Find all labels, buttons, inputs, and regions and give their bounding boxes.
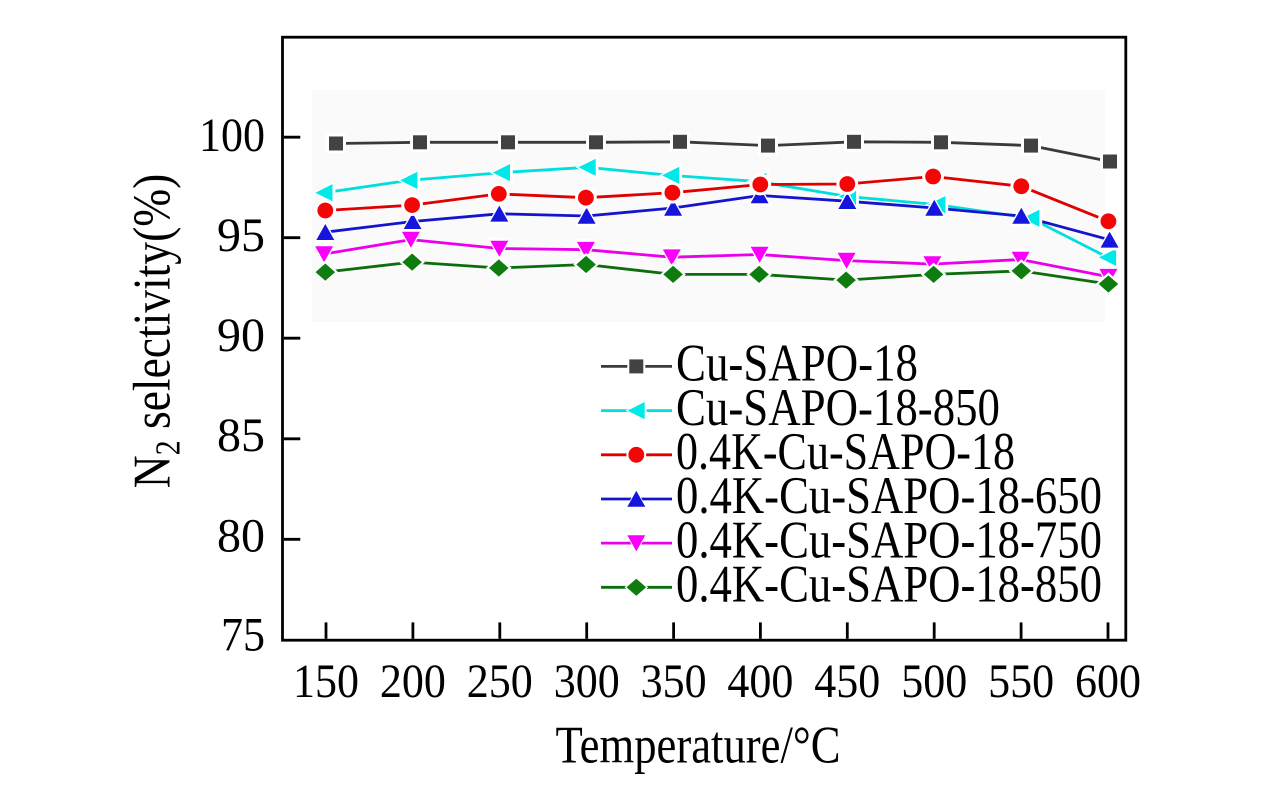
svg-text:300: 300 bbox=[554, 655, 620, 708]
svg-text:0.4K-Cu-SAPO-18-650: 0.4K-Cu-SAPO-18-650 bbox=[676, 467, 1102, 525]
svg-text:Temperature/°C: Temperature/°C bbox=[556, 717, 841, 775]
svg-text:Cu-SAPO-18: Cu-SAPO-18 bbox=[676, 335, 918, 393]
svg-text:250: 250 bbox=[467, 655, 533, 708]
svg-text:80: 80 bbox=[217, 510, 265, 563]
svg-text:85: 85 bbox=[217, 409, 265, 462]
svg-text:500: 500 bbox=[901, 655, 967, 708]
svg-text:550: 550 bbox=[988, 655, 1054, 708]
svg-text:350: 350 bbox=[641, 655, 707, 708]
svg-text:600: 600 bbox=[1075, 655, 1141, 708]
svg-text:90: 90 bbox=[217, 309, 265, 362]
svg-text:Cu-SAPO-18-850: Cu-SAPO-18-850 bbox=[676, 379, 1000, 437]
svg-text:200: 200 bbox=[380, 655, 446, 708]
svg-text:N2 selectivity(%): N2 selectivity(%) bbox=[122, 174, 188, 489]
svg-text:450: 450 bbox=[814, 655, 880, 708]
svg-text:0.4K-Cu-SAPO-18-850: 0.4K-Cu-SAPO-18-850 bbox=[676, 556, 1102, 614]
svg-text:100: 100 bbox=[199, 109, 265, 162]
svg-text:400: 400 bbox=[727, 655, 793, 708]
svg-text:0.4K-Cu-SAPO-18: 0.4K-Cu-SAPO-18 bbox=[676, 423, 1015, 481]
svg-text:95: 95 bbox=[217, 209, 265, 262]
svg-text:150: 150 bbox=[293, 655, 359, 708]
svg-text:75: 75 bbox=[221, 609, 265, 662]
svg-text:0.4K-Cu-SAPO-18-750: 0.4K-Cu-SAPO-18-750 bbox=[676, 511, 1102, 569]
